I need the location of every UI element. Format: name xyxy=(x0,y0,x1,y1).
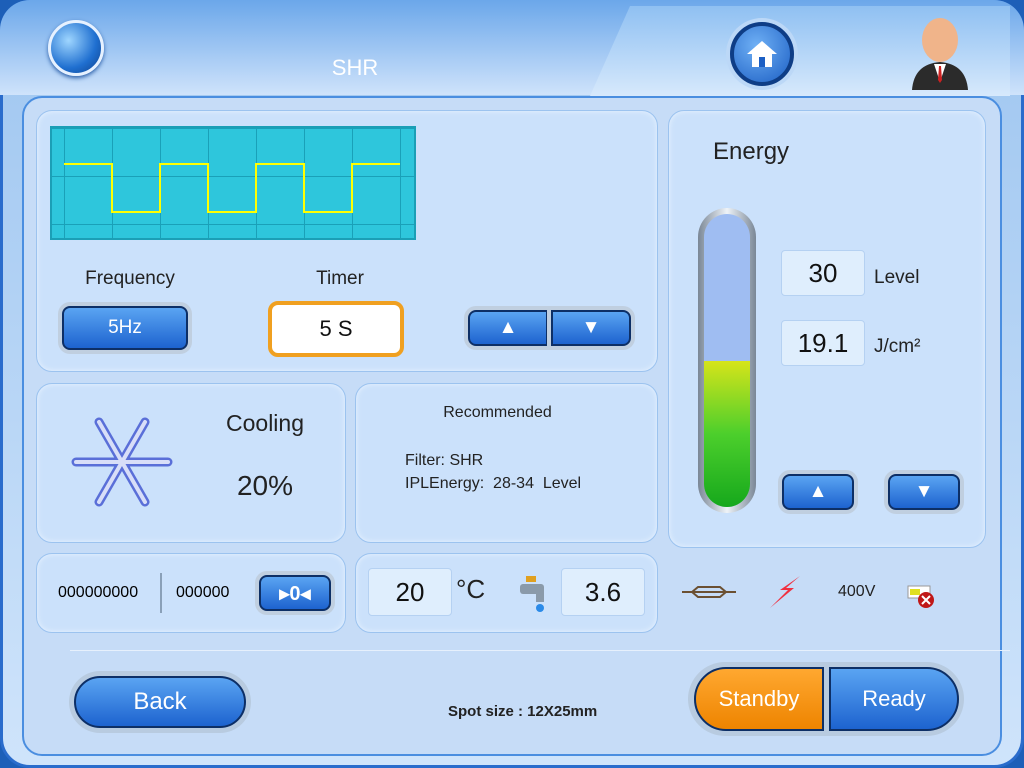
back-button[interactable]: Back xyxy=(74,676,246,728)
home-icon xyxy=(747,41,777,67)
snowflake-icon xyxy=(71,417,173,507)
footer-divider xyxy=(70,650,1010,651)
fluence-value: 19.1 xyxy=(781,320,865,366)
recommended-panel xyxy=(355,383,658,543)
home-button[interactable] xyxy=(730,22,794,86)
arrow-up-icon: ▲ xyxy=(498,317,518,338)
energy-level-unit: Level xyxy=(874,267,920,288)
temperature-unit: °C xyxy=(456,574,486,604)
arrow-down-icon: ▼ xyxy=(581,317,601,338)
ready-button[interactable]: Ready xyxy=(829,667,959,731)
lamp-icon xyxy=(682,586,736,598)
timer-field[interactable]: 5 S xyxy=(268,301,404,357)
user-avatar-icon[interactable] xyxy=(910,12,970,90)
globe-icon[interactable] xyxy=(48,20,104,76)
pulse-waveform xyxy=(64,163,400,213)
energy-gauge-fill xyxy=(704,360,750,507)
timer-down-button[interactable]: ▼ xyxy=(551,310,631,346)
energy-up-button[interactable]: ▲ xyxy=(782,474,854,510)
recommended-title: Recommended xyxy=(443,404,552,421)
recommended-energy: IPLEnergy: 28-34 Level xyxy=(405,475,582,492)
water-flow: 3.6 xyxy=(561,568,645,616)
energy-down-button[interactable]: ▼ xyxy=(888,474,960,510)
battery-error-icon xyxy=(907,585,934,608)
arrow-up-icon: ▲ xyxy=(808,481,828,502)
fluence-unit: J/cm² xyxy=(874,336,921,357)
timer-label: Timer xyxy=(316,268,364,289)
energy-title: Energy xyxy=(713,138,790,165)
voltage-value: 400V xyxy=(838,583,876,600)
spot-size: Spot size : 12X25mm xyxy=(448,703,598,720)
waveform-display xyxy=(50,126,416,240)
water-temperature: 20 xyxy=(368,568,452,616)
page-title: SHR xyxy=(331,55,379,80)
session-shot-counter: 000000 xyxy=(176,584,230,601)
frequency-label: Frequency xyxy=(85,268,175,289)
water-tap-icon xyxy=(520,576,544,612)
recommended-filter: Filter: SHR xyxy=(405,452,484,469)
standby-button[interactable]: Standby xyxy=(694,667,824,731)
arrow-down-icon: ▼ xyxy=(914,481,934,502)
energy-gauge xyxy=(698,208,756,513)
frequency-button[interactable]: 5Hz xyxy=(62,306,188,350)
energy-level-value: 30 xyxy=(781,250,865,296)
timer-up-button[interactable]: ▲ xyxy=(468,310,548,346)
cooling-label: Cooling xyxy=(226,410,304,436)
total-shot-counter: 000000000 xyxy=(58,584,139,601)
cooling-value: 20% xyxy=(236,470,294,501)
reset-counter-button[interactable]: ▸0◂ xyxy=(259,575,331,611)
high-voltage-icon xyxy=(770,576,800,608)
divider xyxy=(160,573,162,613)
